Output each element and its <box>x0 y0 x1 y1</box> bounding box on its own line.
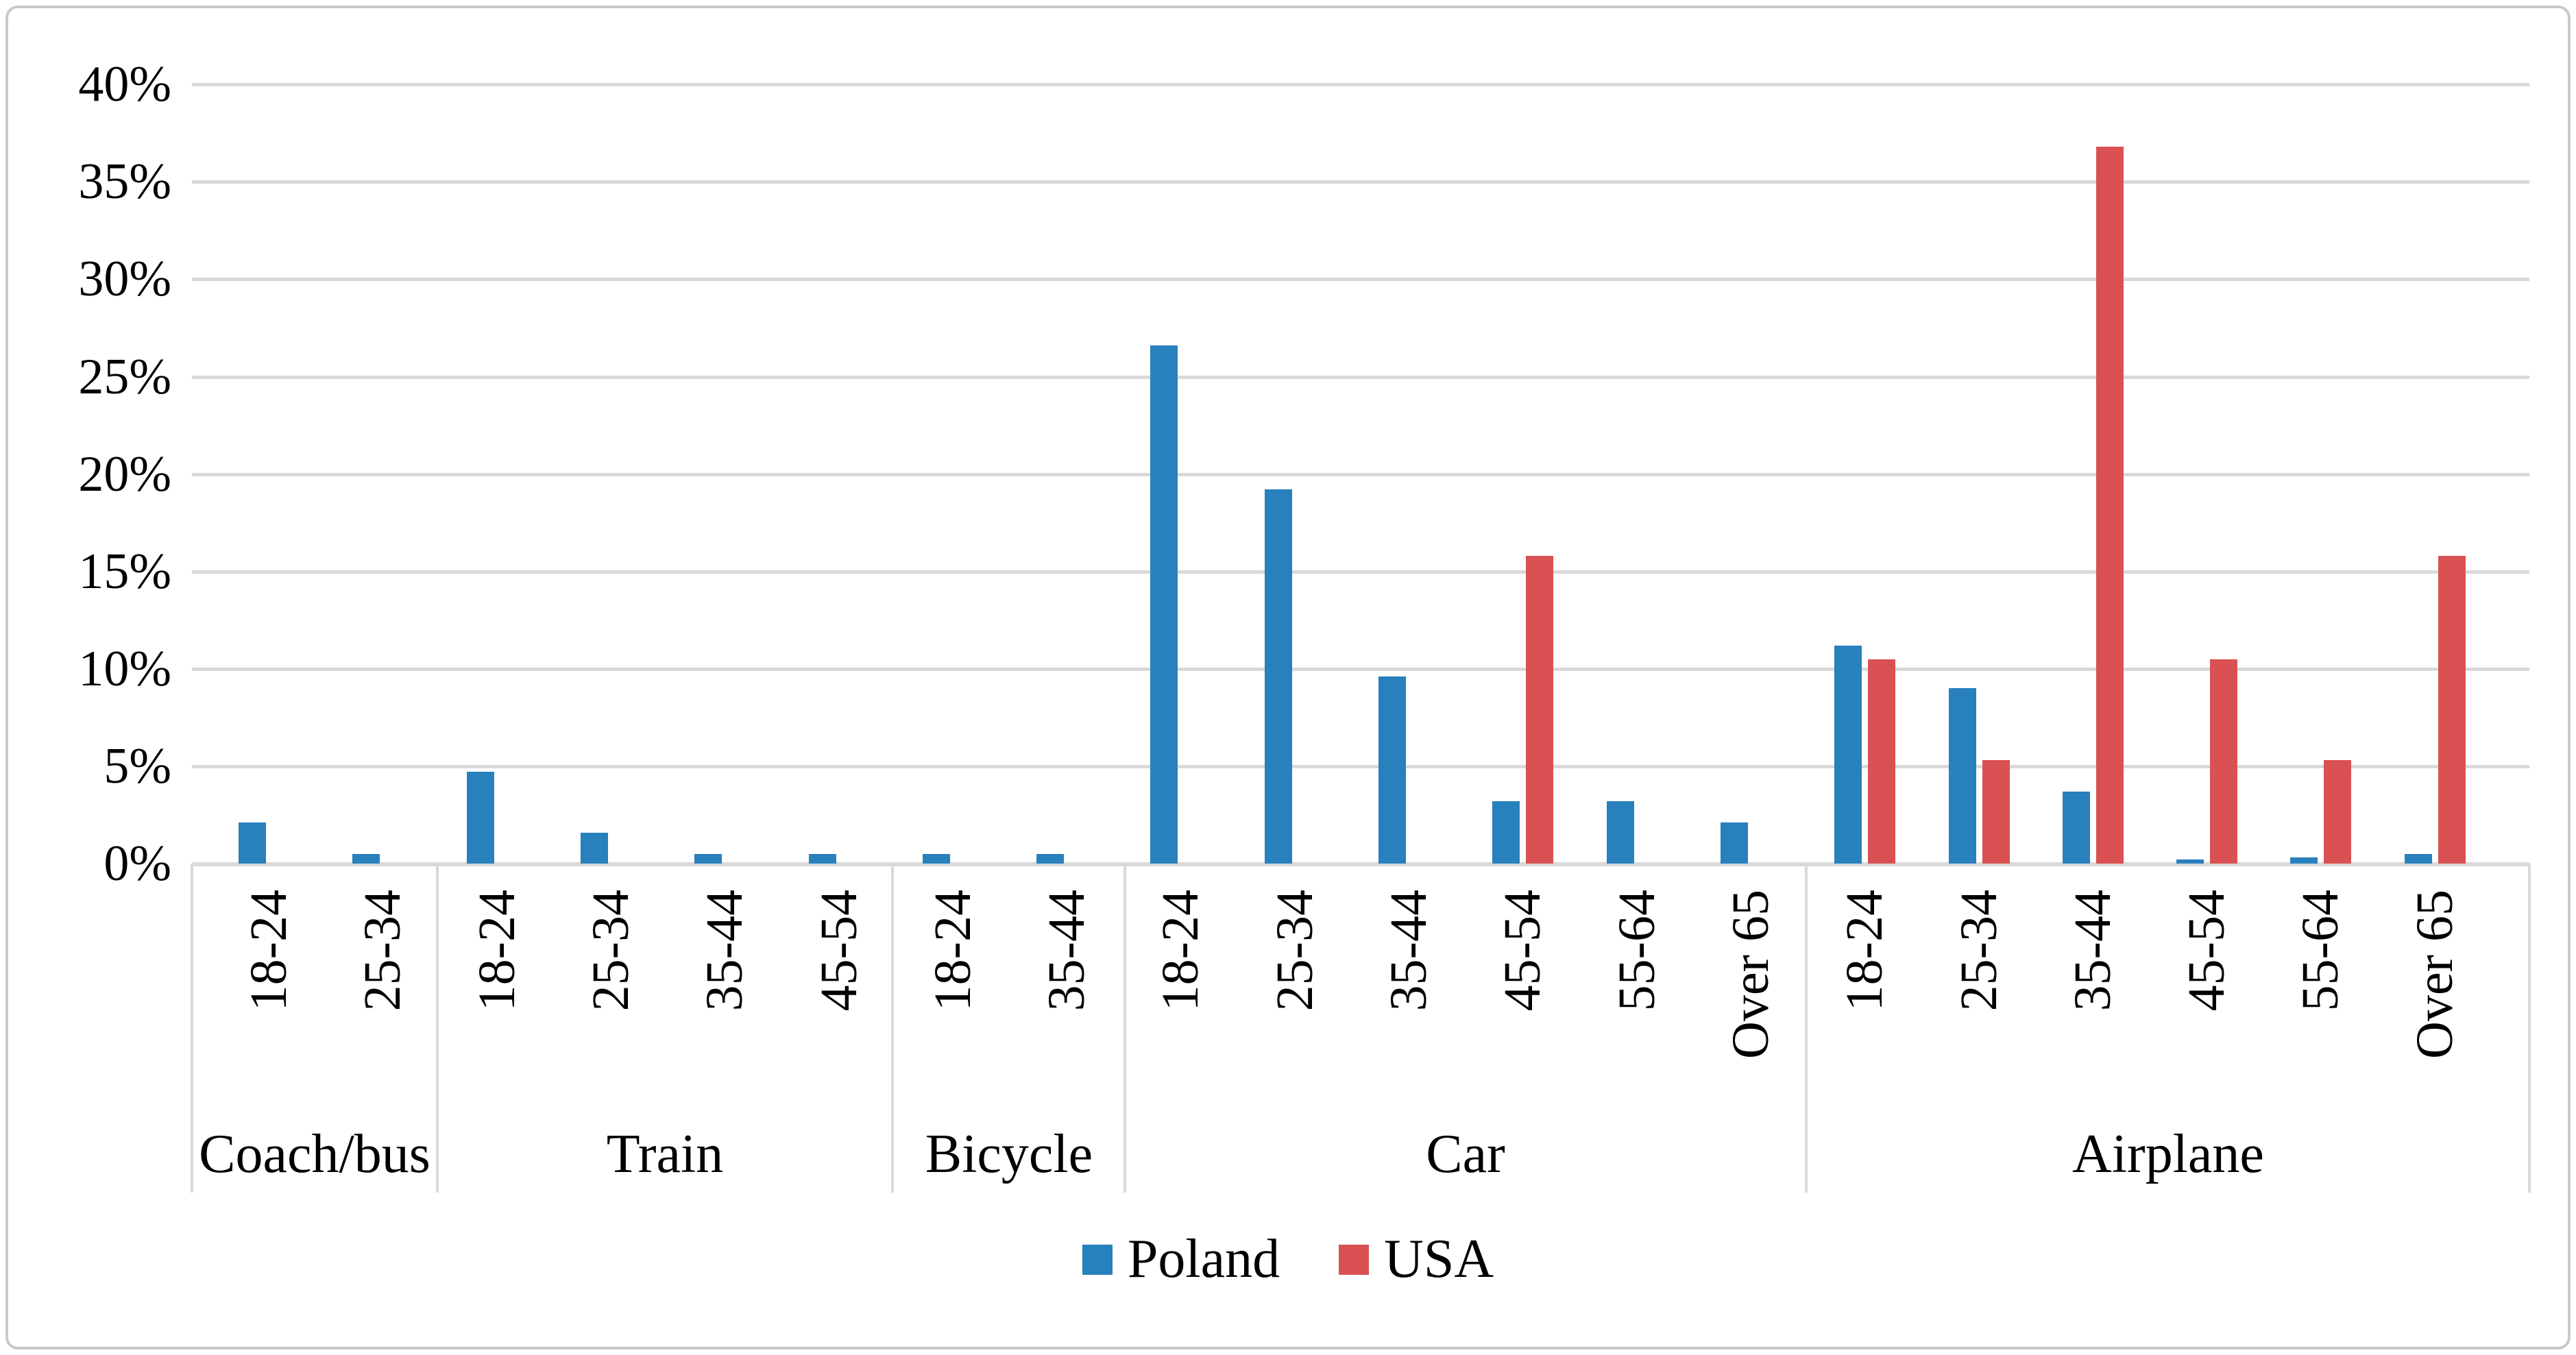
x-tick-label: 55-64 <box>2292 890 2349 1012</box>
group-label-train: Train <box>606 1124 724 1184</box>
bar-poland-bicycle-3544 <box>1036 854 1064 864</box>
y-tick-label: 15% <box>78 543 171 600</box>
x-tick-label: 25-34 <box>1266 890 1324 1012</box>
bar-poland-airplane-1824 <box>1834 646 1862 864</box>
category-divider <box>1805 864 1808 1193</box>
bar-poland-train-4554 <box>809 854 836 864</box>
x-tick-label: 25-34 <box>582 890 640 1012</box>
bar-poland-car-3544 <box>1378 676 1406 864</box>
bar-poland-airplane-2534 <box>1949 688 1976 864</box>
bar-poland-train-3544 <box>694 854 722 864</box>
x-tick-label: 18-24 <box>1836 890 1893 1012</box>
bar-poland-airplane-5564 <box>2290 857 2318 864</box>
legend-label-poland: Poland <box>1127 1229 1280 1289</box>
x-tick-label: Over 65 <box>2406 890 2464 1059</box>
y-tick-label: 25% <box>78 348 171 405</box>
bar-poland-train-2534 <box>581 833 608 864</box>
x-tick-label: 45-54 <box>810 890 868 1012</box>
usa-swatch-icon <box>1339 1244 1370 1275</box>
category-divider <box>891 864 894 1193</box>
x-tick-label: 35-44 <box>696 890 753 1012</box>
bar-usa-airplane-over65 <box>2438 556 2466 864</box>
bar-usa-airplane-4554 <box>2210 659 2237 864</box>
bar-poland-airplane-4554 <box>2176 859 2204 864</box>
category-divider <box>1123 864 1126 1193</box>
y-tick-label: 30% <box>78 251 171 308</box>
gridline <box>192 472 2529 476</box>
bar-usa-car-4554 <box>1526 556 1553 864</box>
bar-poland-coachbus-1824 <box>239 822 266 864</box>
bar-poland-airplane-over65 <box>2405 854 2432 864</box>
y-tick-label: 35% <box>78 154 171 210</box>
x-tick-label: 25-34 <box>354 890 411 1012</box>
x-tick-label: 35-44 <box>1380 890 1437 1012</box>
y-tick-label: 10% <box>78 640 171 697</box>
bar-poland-car-over65 <box>1721 822 1748 864</box>
bar-usa-airplane-3544 <box>2096 147 2124 864</box>
bar-poland-coachbus-2534 <box>352 854 380 864</box>
category-divider <box>436 864 439 1193</box>
y-tick-label: 20% <box>78 445 171 502</box>
x-tick-label: 18-24 <box>468 890 526 1012</box>
group-label-airplane: Airplane <box>2072 1124 2264 1184</box>
group-label-car: Car <box>1426 1124 1505 1184</box>
x-tick-label: 45-54 <box>1494 890 1551 1012</box>
category-divider <box>2528 864 2531 1193</box>
legend-item-poland: Poland <box>1082 1228 1280 1291</box>
y-tick-label: 5% <box>104 737 171 794</box>
bar-poland-car-4554 <box>1492 801 1520 864</box>
x-axis-line <box>192 862 2529 866</box>
y-tick-label: 40% <box>78 56 171 113</box>
gridline <box>192 278 2529 282</box>
x-tick-label: 55-64 <box>1608 890 1666 1012</box>
legend-item-usa: USA <box>1339 1228 1494 1291</box>
category-divider <box>191 864 193 1193</box>
gridline <box>192 375 2529 379</box>
gridline <box>192 180 2529 184</box>
x-tick-label: 18-24 <box>240 890 297 1012</box>
x-tick-label: 25-34 <box>1950 890 2008 1012</box>
bar-poland-train-1824 <box>467 772 494 864</box>
gridline <box>192 83 2529 87</box>
gridline <box>192 764 2529 768</box>
bar-poland-car-1824 <box>1150 345 1178 864</box>
bar-poland-car-5564 <box>1607 801 1634 864</box>
y-tick-label: 0% <box>104 835 171 892</box>
bar-poland-car-2534 <box>1265 489 1292 864</box>
x-tick-label: 18-24 <box>924 890 982 1012</box>
bar-usa-airplane-1824 <box>1868 659 1895 864</box>
bar-usa-airplane-2534 <box>1982 760 2010 864</box>
bar-poland-airplane-3544 <box>2063 792 2090 864</box>
legend: Poland USA <box>0 1228 2576 1291</box>
gridline <box>192 667 2529 671</box>
x-tick-label: 35-44 <box>2064 890 2122 1012</box>
bar-usa-airplane-5564 <box>2324 760 2351 864</box>
bar-poland-bicycle-1824 <box>923 854 950 864</box>
gridline <box>192 570 2529 574</box>
poland-swatch-icon <box>1082 1244 1113 1275</box>
legend-label-usa: USA <box>1384 1229 1494 1289</box>
x-tick-label: 18-24 <box>1152 890 1209 1012</box>
group-label-coachbus: Coach/bus <box>199 1124 430 1184</box>
x-tick-label: 35-44 <box>1038 890 1095 1012</box>
group-label-bicycle: Bicycle <box>925 1124 1093 1184</box>
x-tick-label: 45-54 <box>2178 890 2235 1012</box>
x-tick-label: Over 65 <box>1722 890 1779 1059</box>
